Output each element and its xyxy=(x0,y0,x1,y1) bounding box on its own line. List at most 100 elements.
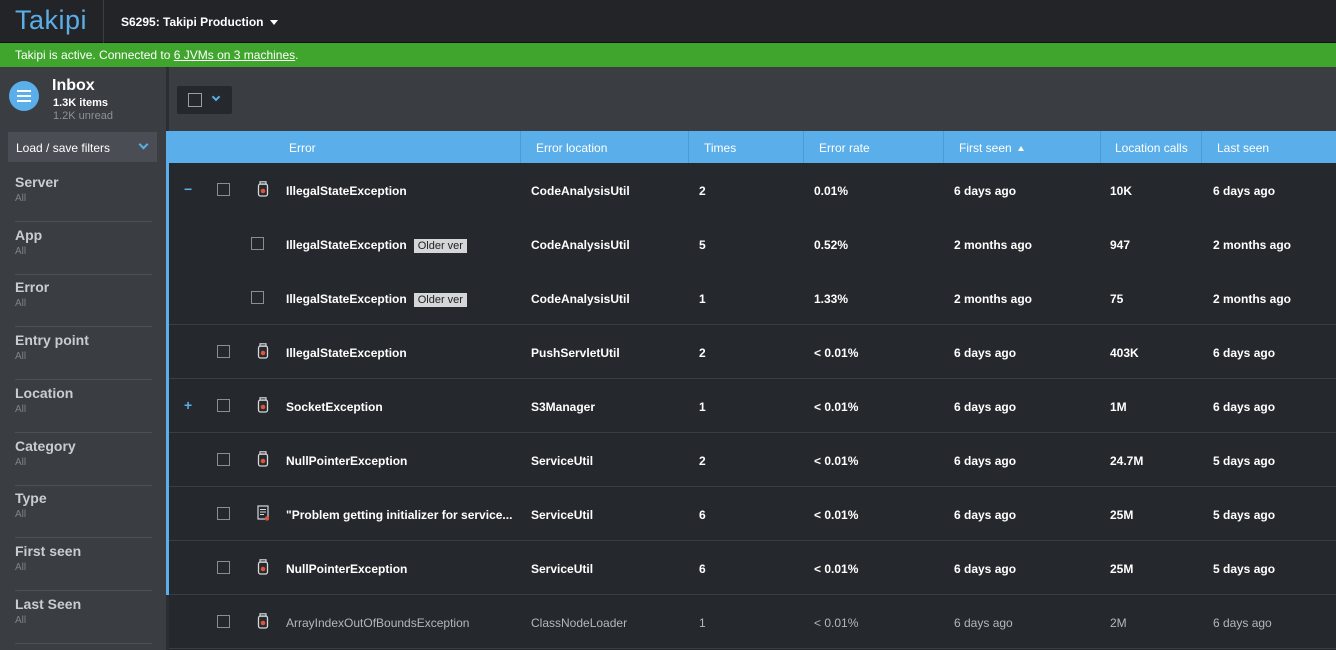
row-checkbox[interactable] xyxy=(251,237,264,250)
location-calls-cell: 1M xyxy=(1110,400,1127,414)
sidebar: Inbox 1.3K items 1.2K unread Load / save… xyxy=(0,67,166,650)
row-checkbox[interactable] xyxy=(251,291,264,304)
filter-entry-point[interactable]: Entry point All xyxy=(15,332,152,381)
status-bar: Takipi is active. Connected to 6 JVMs on… xyxy=(0,43,1336,67)
error-rate-cell: < 0.01% xyxy=(814,616,859,630)
times-cell: 1 xyxy=(699,616,706,630)
error-name[interactable]: IllegalStateException Older ver xyxy=(286,292,467,307)
error-location-cell: PushServletUtil xyxy=(531,346,620,360)
select-all-dropdown[interactable] xyxy=(177,86,232,114)
column-header-error-location[interactable]: Error location xyxy=(520,131,688,163)
takipi-logo[interactable]: Takipi xyxy=(15,5,88,35)
filter-type[interactable]: Type All xyxy=(15,490,152,539)
top-bar: Takipi S6295: Takipi Production xyxy=(0,0,1336,43)
column-header-first-seen[interactable]: First seen xyxy=(943,131,1100,163)
filter-value: All xyxy=(15,561,27,573)
table-row[interactable]: IllegalStateException Older ver CodeAnalys… xyxy=(169,271,1336,325)
filter-app[interactable]: App All xyxy=(15,227,152,275)
row-checkbox[interactable] xyxy=(217,399,230,412)
column-header-times[interactable]: Times xyxy=(688,131,803,163)
filter-label: Category xyxy=(15,437,76,454)
last-seen-cell: 6 days ago xyxy=(1213,616,1272,630)
location-calls-cell: 24.7M xyxy=(1110,454,1144,468)
filter-last-seen[interactable]: Last Seen All xyxy=(15,596,152,644)
environment-selector[interactable]: S6295: Takipi Production xyxy=(121,15,279,29)
row-checkbox[interactable] xyxy=(217,615,230,628)
error-name-text: IllegalStateException xyxy=(286,292,407,306)
row-checkbox[interactable] xyxy=(217,561,230,574)
table-row[interactable]: IllegalStateException Older ver CodeAnalys… xyxy=(169,217,1336,271)
error-rate-cell: < 0.01% xyxy=(814,562,859,576)
load-save-filters-button[interactable]: Load / save filters xyxy=(8,132,157,162)
error-name-text: IllegalStateException xyxy=(286,346,407,360)
row-checkbox[interactable] xyxy=(217,183,230,196)
error-name[interactable]: IllegalStateException xyxy=(286,346,407,360)
filter-category[interactable]: Category All xyxy=(15,438,152,486)
first-seen-cell: 2 months ago xyxy=(954,292,1033,306)
status-text: Takipi is active. Connected to xyxy=(15,48,174,62)
filter-location[interactable]: Location All xyxy=(15,385,152,433)
error-name[interactable]: IllegalStateException Older ver xyxy=(286,238,467,253)
error-name-text: "Problem getting initializer for service… xyxy=(286,508,513,522)
jvms-link[interactable]: 6 JVMs on 3 machines xyxy=(173,48,296,62)
older-version-badge: Older ver xyxy=(413,293,467,307)
times-cell: 1 xyxy=(699,292,706,306)
filter-value: All xyxy=(15,193,27,204)
filter-label: Type xyxy=(15,490,47,507)
location-calls-cell: 25M xyxy=(1110,508,1134,522)
table-row[interactable]: "Problem getting initializer for service… xyxy=(169,487,1336,541)
filter-first-seen[interactable]: First seen All xyxy=(15,543,152,591)
filters-button-label: Load / save filters xyxy=(16,141,111,155)
filter-error[interactable]: Error All xyxy=(15,279,152,328)
error-jar-icon xyxy=(257,397,269,413)
error-name[interactable]: IllegalStateException xyxy=(286,184,407,198)
error-name[interactable]: "Problem getting initializer for service… xyxy=(286,508,512,522)
inbox-items-count: 1.3K items xyxy=(53,97,109,109)
error-jar-icon xyxy=(257,559,269,575)
toolbar xyxy=(169,67,1336,131)
table-row[interactable]: + SocketException S3Manager 1 < 0.01% 6 days … xyxy=(169,379,1336,433)
column-header-label: Times xyxy=(704,141,737,155)
column-header-error[interactable]: Error xyxy=(169,131,520,163)
topbar-divider xyxy=(103,0,104,43)
column-header-location-calls[interactable]: Location calls xyxy=(1100,131,1201,163)
error-name-text: ArrayIndexOutOfBoundsException xyxy=(286,616,470,630)
row-checkbox[interactable] xyxy=(217,507,230,520)
menu-button[interactable] xyxy=(9,81,39,111)
table-row[interactable]: − IllegalStateException CodeAnalysisUtil 2 0… xyxy=(169,163,1336,217)
filter-server[interactable]: Server All xyxy=(15,174,152,222)
times-cell: 6 xyxy=(699,562,706,576)
error-location-cell: ClassNodeLoader xyxy=(531,616,628,630)
last-seen-cell: 2 months ago xyxy=(1213,238,1292,252)
table-row[interactable]: NullPointerException ServiceUtil 6 < 0.01% 6… xyxy=(169,541,1336,595)
location-calls-cell: 403K xyxy=(1110,346,1139,360)
row-checkbox[interactable] xyxy=(217,345,230,358)
column-header-label: Last seen xyxy=(1217,141,1270,155)
table-row[interactable]: ArrayIndexOutOfBoundsException ClassNodeL… xyxy=(169,595,1336,649)
column-header-label: Error location xyxy=(536,141,608,155)
error-name[interactable]: ArrayIndexOutOfBoundsException xyxy=(286,616,469,630)
select-all-checkbox[interactable] xyxy=(188,93,202,107)
location-calls-cell: 947 xyxy=(1110,238,1131,252)
last-seen-cell: 6 days ago xyxy=(1213,346,1276,360)
error-name[interactable]: NullPointerException xyxy=(286,454,407,468)
error-name[interactable]: NullPointerException xyxy=(286,562,407,576)
error-name[interactable]: SocketException xyxy=(286,400,383,414)
chevron-down-icon xyxy=(211,92,221,102)
filter-label: Entry point xyxy=(15,332,89,349)
error-name-text: NullPointerException xyxy=(286,562,408,576)
error-rate-cell: 1.33% xyxy=(814,292,849,306)
filter-value: All xyxy=(15,509,27,521)
row-checkbox[interactable] xyxy=(217,453,230,466)
table-row[interactable]: IllegalStateException PushServletUtil 2 < 0… xyxy=(169,325,1336,379)
column-header-error-rate[interactable]: Error rate xyxy=(803,131,943,163)
collapse-icon[interactable]: − xyxy=(184,181,193,197)
last-seen-cell: 6 days ago xyxy=(1213,184,1276,198)
column-header-last-seen[interactable]: Last seen xyxy=(1201,131,1336,163)
filter-label: App xyxy=(15,226,43,243)
table-row[interactable]: NullPointerException ServiceUtil 2 < 0.01% 6… xyxy=(169,433,1336,487)
error-rate-cell: < 0.01% xyxy=(814,508,859,522)
error-rate-cell: < 0.01% xyxy=(814,400,859,414)
filter-label: Error xyxy=(15,279,50,296)
expand-icon[interactable]: + xyxy=(184,397,193,413)
